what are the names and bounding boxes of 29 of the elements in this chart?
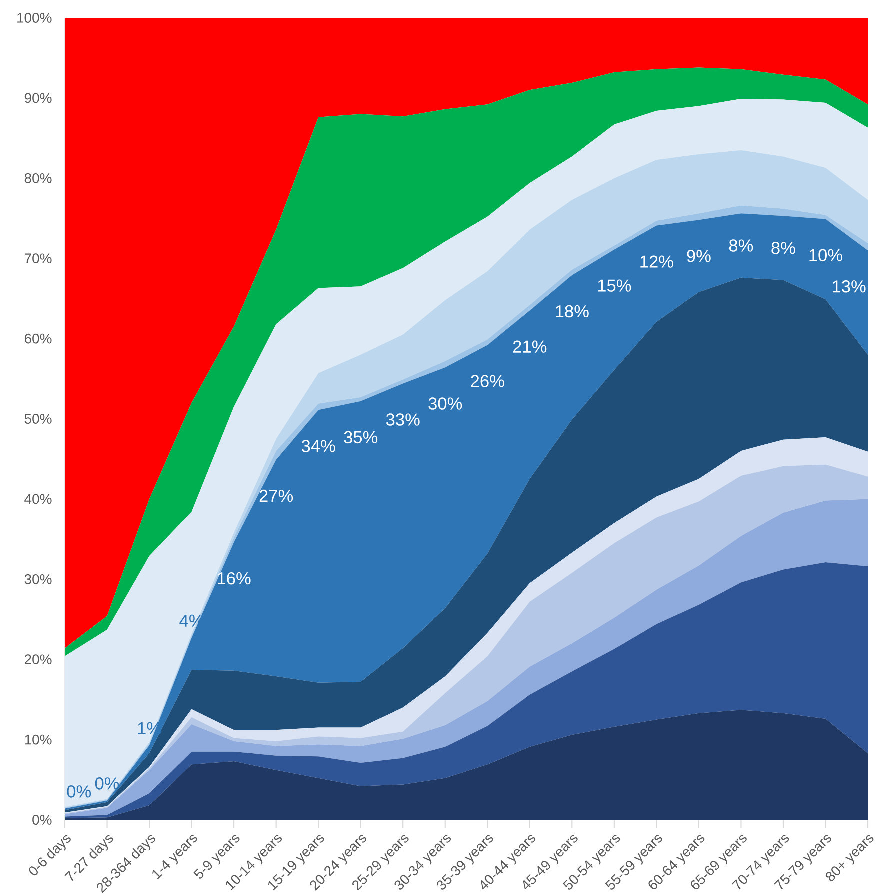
y-tick-label: 100% [18, 13, 52, 23]
data-label: 15% [598, 280, 632, 292]
data-label: 0% [67, 786, 92, 798]
y-tick-label: 20% [24, 654, 52, 665]
y-tick-label: 10% [25, 734, 52, 745]
y-tick-label: 0% [32, 815, 52, 825]
data-label: 16% [218, 572, 251, 585]
data-label: 26% [471, 375, 504, 388]
data-label: 18% [556, 305, 589, 318]
y-tick-label: 70% [24, 254, 52, 264]
y-tick-label: 30% [24, 574, 52, 584]
data-label: 8% [729, 240, 754, 252]
data-label: 8% [772, 242, 796, 254]
data-label: 27% [260, 490, 294, 502]
data-label: 12% [640, 256, 674, 268]
data-label: 21% [513, 340, 547, 353]
y-tick-label: 60% [24, 334, 52, 344]
y-tick-label: 90% [24, 93, 52, 104]
data-label: 0% [95, 778, 120, 790]
data-label: 13% [833, 280, 866, 293]
data-label: 34% [302, 440, 336, 452]
y-tick-label: 50% [24, 414, 52, 424]
data-label: 10% [810, 249, 842, 262]
data-label: 30% [428, 398, 462, 410]
y-tick-label: 80% [24, 173, 52, 184]
data-label: 35% [344, 431, 378, 444]
data-label: 33% [386, 414, 420, 426]
data-label: 9% [687, 250, 711, 262]
y-tick-label: 40% [24, 494, 52, 504]
